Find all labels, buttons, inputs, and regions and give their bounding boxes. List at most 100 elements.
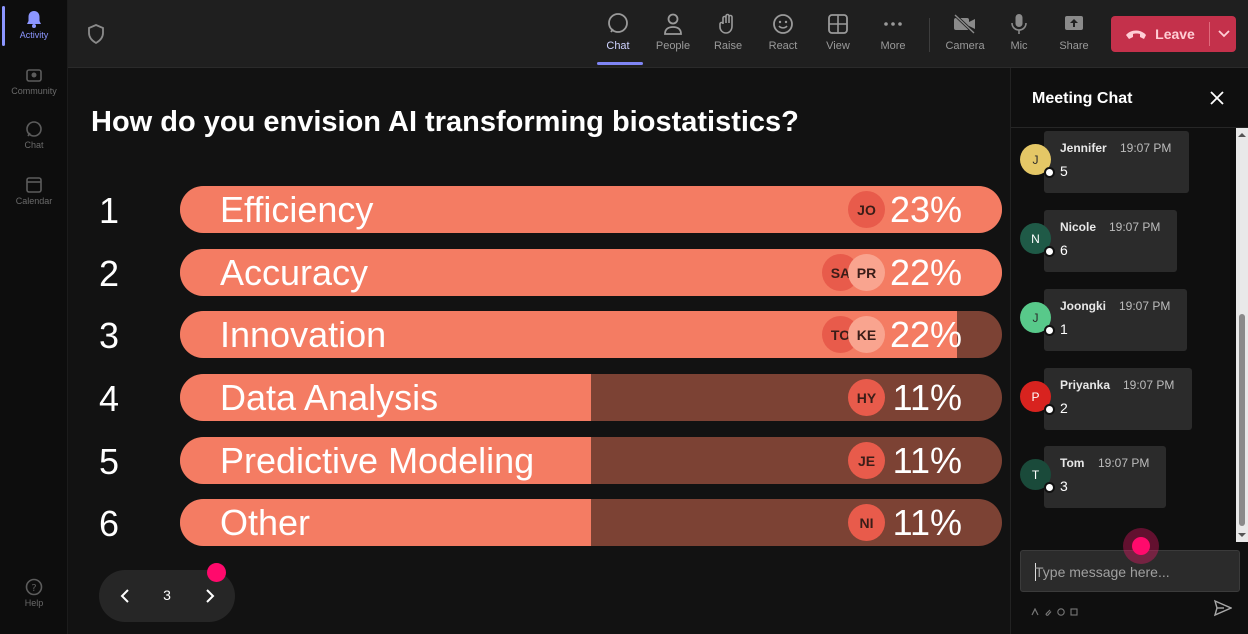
send-icon[interactable] [1214,599,1232,617]
camera-button[interactable]: Camera [938,12,992,62]
poll-option-bar[interactable]: Efficiency JO 23% [180,186,1002,233]
poll-option-label: Data Analysis [220,377,439,418]
camera-off-icon [953,13,976,35]
share-button[interactable]: Share [1047,12,1101,62]
voter-avatar: JO [848,191,885,228]
shield-icon[interactable] [87,24,105,44]
hang-up-icon [1126,30,1147,39]
presence-status [1044,404,1055,415]
message-text: 2 [1060,400,1068,416]
rail-item-chat[interactable]: Chat [0,120,68,150]
share-screen-icon [1065,16,1083,30]
scroll-down-icon[interactable] [1238,531,1246,539]
poll-option-number: 3 [99,315,120,356]
rail-item-label: Community [11,86,57,96]
chat-compose-box [1020,550,1240,592]
chat-message: Jennifer 19:07 PM 5 J [1011,131,1241,195]
voter-avatar: PR [848,254,885,291]
poll-option-bar[interactable]: Accuracy SA PR 22% [180,249,1002,296]
gif-icon[interactable] [1070,603,1078,616]
poll-option-percent: 22% [889,252,962,293]
format-icon[interactable] [1031,603,1039,616]
app-rail: Activity Community Chat Calendar ? Help [0,0,68,634]
message-bubble[interactable]: Jennifer 19:07 PM 5 [1044,131,1189,193]
poll-option-label: Predictive Modeling [220,440,535,481]
poll-option-bar[interactable]: Other NI 11% [180,499,1002,546]
people-button[interactable]: People [646,12,700,62]
message-bubble[interactable]: Nicole 19:07 PM 6 [1044,210,1177,272]
chat-button[interactable]: Chat [591,12,645,62]
compose-tools [1031,603,1078,616]
poll-option-number: 5 [99,441,120,482]
poll-option-row: 5 Predictive Modeling JE 11% [68,437,1010,484]
rail-item-label: Chat [24,140,44,150]
chevron-left-icon[interactable] [117,587,135,605]
leave-divider [1209,22,1210,46]
chat-message: Tom 19:07 PM 3 T [1011,446,1241,510]
people-label: People [655,40,691,52]
rail-item-community[interactable]: Community [0,66,68,96]
rail-item-help[interactable]: ? Help [0,578,68,608]
poll-option-row: 3 Innovation TO KE 22% [68,311,1010,358]
poll-option-row: 4 Data Analysis HY 11% [68,374,1010,421]
poll-option-bar[interactable]: Innovation TO KE 22% [180,311,1002,358]
leave-control: Leave [1111,16,1236,52]
page-number: 3 [163,587,171,603]
poll-option-fill [180,374,591,421]
message-time: 19:07 PM [1120,141,1172,155]
message-text: 1 [1060,321,1068,337]
voter-avatar: HY [848,379,885,416]
poll-option-label: Innovation [220,314,387,355]
hand-icon [719,13,733,34]
poll-option-bar[interactable]: Data Analysis HY 11% [180,374,1002,421]
poll-option-fill [180,437,591,484]
presence-status [1044,482,1055,493]
message-bubble[interactable]: Joongki 19:07 PM 1 [1044,289,1187,351]
react-button[interactable]: React [756,12,810,62]
poll-option-percent: 11% [892,502,962,543]
share-label: Share [1059,40,1089,52]
meeting-chat-panel: Meeting Chat Jennifer 19:07 PM 5 J Nicole 19:… [1010,68,1248,634]
attach-icon[interactable] [1044,603,1052,616]
scroll-up-icon[interactable] [1238,131,1246,139]
poll-option-label: Other [220,502,311,543]
raise-hand-button[interactable]: Raise [701,12,755,62]
active-tab-indicator [597,62,643,65]
rail-item-activity[interactable]: Activity [0,10,68,40]
chat-message: Joongki 19:07 PM 1 J [1011,289,1241,353]
rail-item-calendar[interactable]: Calendar [0,176,68,206]
message-bubble[interactable]: Tom 19:07 PM 3 [1044,446,1166,508]
mic-label: Mic [1010,40,1028,52]
grid-view-icon [828,14,848,34]
people-icon [664,13,682,35]
presence-status [1044,246,1055,257]
sender-name: Jennifer [1060,141,1107,155]
poll-option-number: 1 [99,190,120,231]
poll-option-number: 4 [99,378,120,419]
presence-status [1044,325,1055,336]
chevron-down-icon [1217,30,1230,38]
view-label: View [826,40,850,52]
leave-options-button[interactable] [1211,16,1236,52]
poll-option-bar[interactable]: Predictive Modeling JE 11% [180,437,1002,484]
chevron-right-icon[interactable] [200,587,218,605]
chat-message-input[interactable] [1035,562,1225,582]
mic-button[interactable]: Mic [992,12,1046,62]
poll-option-percent: 11% [892,440,962,481]
close-icon[interactable] [1209,90,1225,106]
emoji-icon[interactable] [1057,603,1065,616]
view-button[interactable]: View [811,12,865,62]
chat-divider [1011,127,1248,128]
chat-scrollbar-thumb[interactable] [1239,314,1245,526]
ellipsis-icon [884,22,902,26]
chat-message: Priyanka 19:07 PM 2 P [1011,368,1241,432]
camera-label: Camera [945,40,985,52]
leave-button[interactable]: Leave [1111,16,1209,52]
poll-question: How do you envision AI transforming bios… [91,106,799,138]
message-text: 3 [1060,478,1068,494]
chat-panel-title: Meeting Chat [1032,90,1133,107]
poll-option-row: 6 Other NI 11% [68,499,1010,546]
message-text: 5 [1060,163,1068,179]
more-button[interactable]: More [866,12,920,62]
message-bubble[interactable]: Priyanka 19:07 PM 2 [1044,368,1192,430]
